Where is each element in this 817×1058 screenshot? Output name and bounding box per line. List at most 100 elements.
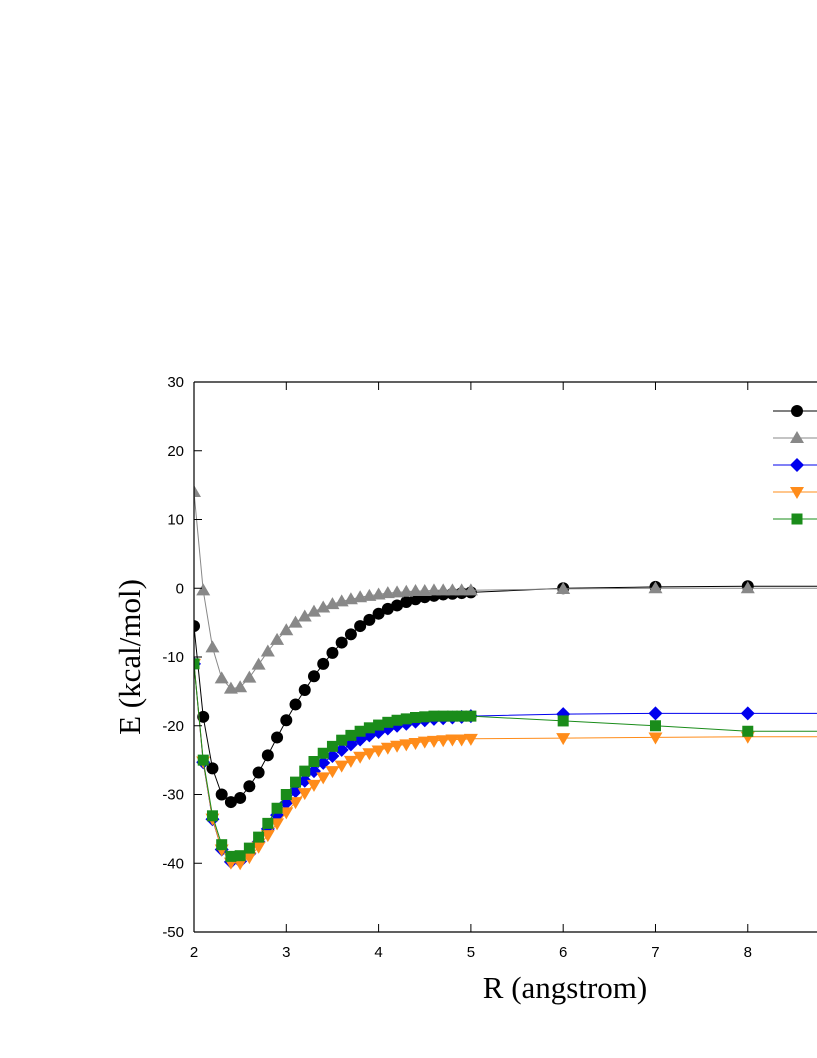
- data-point: [316, 600, 331, 613]
- data-point: [380, 742, 395, 755]
- data-point: [214, 671, 229, 684]
- data-point: [326, 740, 338, 752]
- data-point: [196, 583, 211, 596]
- data-point: [194, 658, 200, 670]
- data-point: [454, 734, 469, 747]
- data-point: [391, 599, 404, 612]
- data-point: [463, 583, 478, 596]
- legend-item-4: [773, 487, 817, 499]
- x-axis-title: R (angstrom): [483, 970, 647, 1005]
- data-point: [445, 583, 460, 596]
- legend-marker: [791, 405, 803, 417]
- legend-item-1: [773, 405, 817, 417]
- data-point: [740, 706, 755, 721]
- data-point: [306, 764, 321, 779]
- data-point: [344, 628, 357, 641]
- data-point: [556, 581, 571, 594]
- data-point: [399, 584, 414, 597]
- legend-marker: [790, 431, 804, 443]
- data-point: [445, 734, 460, 747]
- series-4: [194, 658, 817, 871]
- data-point: [316, 772, 331, 785]
- data-point: [426, 735, 441, 748]
- data-point: [317, 657, 330, 670]
- data-point: [270, 818, 285, 831]
- data-point: [280, 714, 293, 727]
- x-tick-label: 3: [282, 944, 290, 961]
- data-point: [194, 485, 201, 497]
- data-point: [343, 755, 358, 768]
- data-point: [382, 716, 394, 728]
- data-point: [363, 613, 376, 626]
- data-point: [280, 789, 292, 800]
- data-point: [648, 732, 663, 745]
- data-point: [206, 762, 219, 775]
- data-point: [648, 581, 663, 594]
- data-point: [345, 729, 357, 741]
- data-point: [251, 841, 266, 854]
- data-point: [740, 581, 755, 594]
- x-tick-label: 7: [651, 944, 659, 961]
- x-tick-label: 8: [744, 944, 752, 961]
- y-tick-label: 30: [167, 374, 184, 391]
- data-point: [362, 748, 377, 761]
- data-point: [334, 760, 349, 773]
- data-point: [335, 636, 348, 649]
- x-tick-label: 4: [374, 944, 382, 961]
- data-point: [288, 797, 303, 810]
- data-point: [391, 714, 403, 726]
- data-point: [271, 731, 284, 744]
- data-point: [233, 858, 248, 871]
- data-point: [306, 779, 321, 792]
- data-point: [400, 596, 413, 608]
- data-point: [243, 842, 255, 854]
- data-point: [271, 802, 283, 814]
- legend-item-5: [773, 513, 817, 525]
- data-point: [270, 632, 285, 645]
- data-point: [556, 733, 571, 746]
- data-point: [297, 788, 312, 801]
- data-point: [742, 725, 754, 737]
- data-point: [279, 807, 294, 820]
- data-point: [243, 780, 256, 793]
- data-point: [408, 584, 423, 596]
- data-point: [465, 710, 477, 722]
- y-tick-label: 0: [176, 580, 184, 597]
- data-point: [336, 734, 348, 746]
- x-tick-label: 5: [467, 944, 475, 961]
- data-point: [206, 810, 218, 822]
- y-tick-label: 10: [167, 512, 184, 529]
- data-point: [354, 725, 366, 737]
- data-point: [354, 620, 367, 633]
- data-point: [288, 615, 303, 628]
- data-point: [197, 710, 210, 723]
- data-point: [399, 739, 414, 752]
- data-point: [380, 586, 395, 599]
- data-point: [371, 745, 386, 758]
- data-point: [225, 850, 237, 862]
- legend-item-2: [773, 431, 817, 443]
- legend-marker: [790, 458, 804, 472]
- data-point: [428, 710, 440, 722]
- data-point: [261, 749, 274, 762]
- y-tick-label: 20: [167, 443, 184, 460]
- data-point: [410, 712, 422, 723]
- data-point: [216, 839, 228, 851]
- data-point: [298, 684, 311, 696]
- data-point: [454, 583, 469, 596]
- x-tick-label: 6: [559, 944, 567, 961]
- data-point: [299, 765, 311, 777]
- data-point: [408, 737, 423, 750]
- x-tick-label: 2: [190, 944, 198, 961]
- data-point: [372, 607, 385, 620]
- data-point: [317, 747, 329, 759]
- data-point: [390, 585, 405, 598]
- data-point: [373, 719, 385, 731]
- legend-marker: [790, 487, 804, 499]
- data-point: [437, 710, 449, 722]
- data-point: [253, 831, 265, 843]
- data-point: [400, 713, 412, 725]
- data-point: [463, 733, 478, 746]
- y-tick-label: -30: [162, 787, 184, 804]
- data-point: [260, 644, 275, 657]
